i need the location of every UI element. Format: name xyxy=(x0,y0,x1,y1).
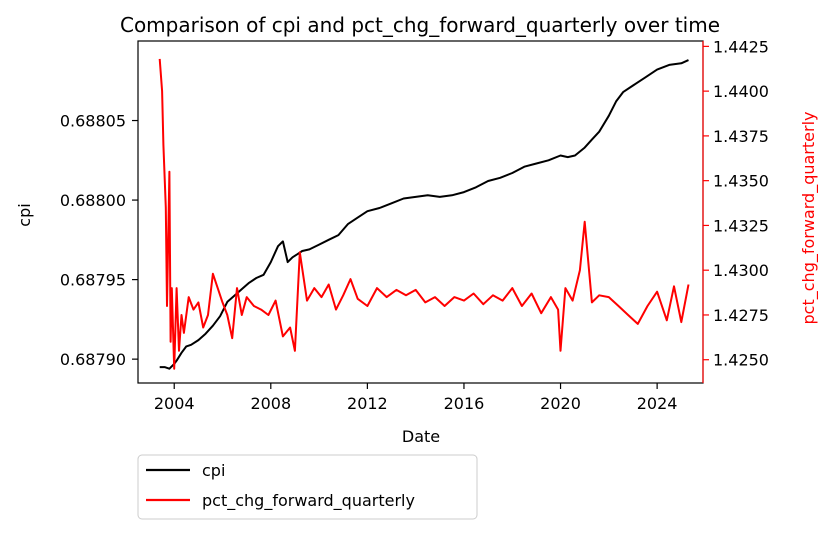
y-right-tick-label: 1.4425 xyxy=(713,37,769,56)
x-tick-label: 2008 xyxy=(250,394,291,413)
y-left-tick-label: 0.68805 xyxy=(60,112,126,131)
y-left-tick-label: 0.68800 xyxy=(60,191,126,210)
y-left-tick-label: 0.68790 xyxy=(60,350,126,369)
legend-box xyxy=(137,454,478,520)
y-right-tick-label: 1.4400 xyxy=(713,82,769,101)
legend-label-pct-chg: pct_chg_forward_quarterly xyxy=(202,491,415,511)
y-right-tick-label: 1.4350 xyxy=(713,172,769,191)
x-tick-label: 2004 xyxy=(154,394,195,413)
x-tick-label: 2016 xyxy=(444,394,485,413)
x-axis: 2004 2008 2012 2016 2020 2024 xyxy=(154,383,678,413)
y-right-tick-label: 1.4250 xyxy=(713,351,769,370)
y-axis-left-title: cpi xyxy=(15,203,34,226)
y-right-tick-label: 1.4300 xyxy=(713,261,769,280)
y-right-tick-label: 1.4275 xyxy=(713,306,769,325)
legend: cpi pct_chg_forward_quarterly xyxy=(137,454,478,520)
legend-label-cpi: cpi xyxy=(202,461,225,480)
y-axis-left: 0.68790 0.68795 0.68800 0.68805 xyxy=(60,112,138,369)
x-tick-label: 2012 xyxy=(347,394,388,413)
x-tick-label: 2024 xyxy=(637,394,678,413)
y-axis-right: 1.4250 1.4275 1.4300 1.4325 1.4350 1.4375 1.44… xyxy=(702,37,769,383)
series-line-cpi xyxy=(159,59,689,370)
x-tick-label: 2020 xyxy=(540,394,581,413)
y-right-tick-label: 1.4375 xyxy=(713,127,769,146)
chart-title: Comparison of cpi and pct_chg_forward_qu… xyxy=(120,13,720,37)
series-line-pct-chg-forward-quarterly xyxy=(158,58,690,370)
y-axis-right-title: pct_chg_forward_quarterly xyxy=(799,112,819,325)
series-layer xyxy=(158,58,690,370)
x-axis-title: Date xyxy=(402,427,440,446)
y-right-tick-label: 1.4325 xyxy=(713,216,769,235)
y-left-tick-label: 0.68795 xyxy=(60,271,126,290)
